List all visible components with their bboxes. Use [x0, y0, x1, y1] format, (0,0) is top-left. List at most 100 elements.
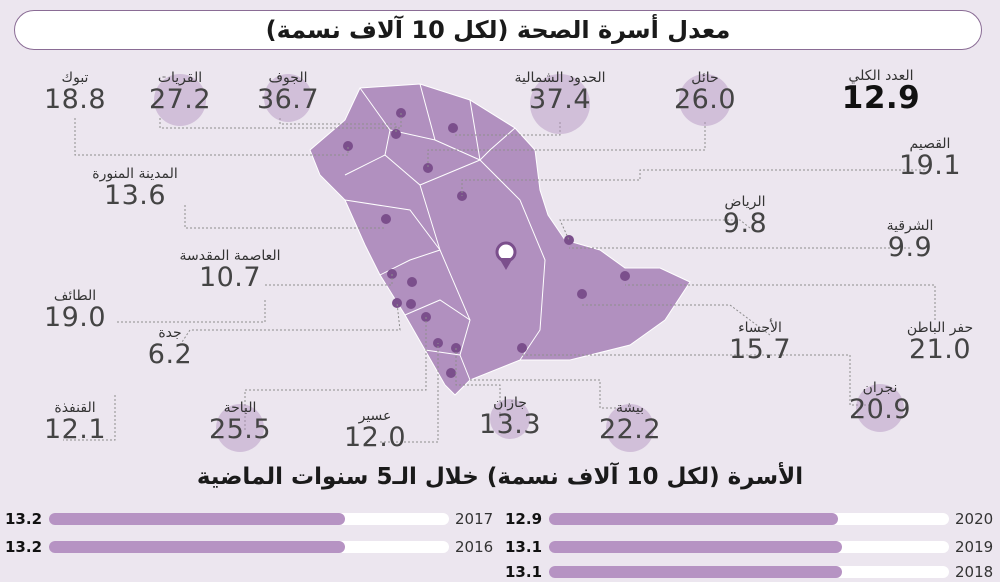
pin-qunfudhah [406, 299, 416, 309]
region-name: جدة [158, 325, 182, 341]
region-value: 18.8 [43, 84, 107, 115]
history-year: 2016 [455, 538, 494, 556]
bubble-bisha [606, 404, 654, 452]
history-fill [49, 541, 345, 553]
region-tabuk: تبوك 18.8 [30, 70, 120, 114]
history-bar-2020: 12.9 2020 [505, 510, 995, 528]
region-value: 19.0 [43, 302, 107, 333]
history-fill [549, 541, 842, 553]
region-hafr-albatin: حفر الباطن 21.0 [880, 320, 1000, 364]
pin-taif [407, 277, 417, 287]
history-bar-2018: 13.1 2018 [505, 563, 995, 581]
bubble-northern-borders [530, 74, 590, 134]
history-bar-2017: 13.2 2017 [5, 510, 495, 528]
region-taif: الطائف 19.0 [30, 288, 120, 332]
region-eastern: الشرقية 9.9 [860, 218, 960, 262]
region-value: 12.1 [43, 414, 107, 445]
region-value: 37.4 [528, 84, 592, 115]
history-year: 2018 [955, 563, 994, 581]
pin-jeddah [392, 298, 402, 308]
region-borders [344, 83, 546, 381]
region-jeddah: جدة 6.2 [125, 325, 215, 369]
region-value: 9.9 [887, 232, 933, 263]
country-shape [309, 83, 691, 396]
region-pins [343, 108, 630, 378]
history-bar-2019: 13.1 2019 [505, 538, 995, 556]
bubble-najran [856, 384, 904, 432]
region-name: الرياض [724, 194, 766, 210]
region-bisha: بيشة 22.2 [575, 400, 685, 444]
region-jouf: الجوف 36.7 [238, 70, 338, 114]
region-name: الأحساء [738, 320, 782, 336]
region-qurayyat: القريات 27.2 [130, 70, 230, 114]
region-name: الشرقية [886, 218, 934, 234]
region-makkah: العاصمة المقدسة 10.7 [155, 248, 305, 292]
region-name: المدينة المنورة [92, 166, 178, 182]
history-value: 13.2 [5, 538, 43, 556]
pin-eastern [564, 235, 574, 245]
history-fill [549, 513, 838, 525]
region-qassim: القصيم 19.1 [880, 136, 980, 180]
region-ahsa: الأحساء 15.7 [705, 320, 815, 364]
pin-hafr [620, 271, 630, 281]
region-name: الباحة [223, 400, 257, 416]
region-asir: عسير 12.0 [320, 408, 430, 452]
history-fill [549, 566, 842, 578]
region-name: تبوك [61, 70, 89, 86]
region-name: بيشة [615, 400, 645, 416]
total-value: 12.9 [841, 80, 921, 116]
region-value: 36.7 [256, 84, 320, 115]
pin-northern-borders [448, 123, 458, 133]
bubble-hail [679, 74, 731, 126]
region-name: العاصمة المقدسة [179, 248, 281, 264]
region-qunfudhah: القنفذة 12.1 [20, 400, 130, 444]
history-bar-2016: 13.2 2016 [5, 538, 495, 556]
pin-jouf [391, 129, 401, 139]
pin-najran [517, 343, 527, 353]
region-value: 9.8 [722, 208, 768, 239]
region-northern-borders: الحدود الشمالية 37.4 [505, 70, 615, 114]
bubble-jazan [490, 399, 530, 439]
region-value: 26.0 [673, 84, 737, 115]
region-name: عسير [358, 408, 392, 424]
history-value: 12.9 [505, 510, 543, 528]
history-title: الأسرة (لكل 10 آلاف نسمة) خلال الـ5 سنوا… [196, 464, 804, 490]
history-value: 13.1 [505, 538, 543, 556]
pin-bisha [446, 368, 456, 378]
region-value: 20.9 [848, 394, 912, 425]
region-value: 27.2 [148, 84, 212, 115]
region-value: 12.0 [343, 422, 407, 453]
pin-hail [423, 163, 433, 173]
region-name: القريات [157, 70, 203, 86]
region-name: حائل [691, 70, 719, 86]
history-value: 13.1 [505, 563, 543, 581]
bubble-baha [216, 404, 264, 452]
region-baha: الباحة 25.5 [185, 400, 295, 444]
region-name: القنفذة [54, 400, 96, 416]
total-label: العدد الكلي 12.9 [826, 68, 936, 116]
total-name: العدد الكلي [848, 68, 914, 84]
region-value: 22.2 [598, 414, 662, 445]
region-value: 25.5 [208, 414, 272, 445]
region-value: 10.7 [198, 262, 262, 293]
region-value: 21.0 [908, 334, 972, 365]
region-jazan: جازان 13.3 [455, 395, 565, 439]
history-year: 2017 [455, 510, 494, 528]
region-name: جازان [493, 395, 527, 411]
pin-ahsa [577, 289, 587, 299]
region-value: 15.7 [728, 334, 792, 365]
region-name: نجران [862, 380, 898, 396]
riyadh-capital-pin [495, 241, 517, 270]
history-year: 2019 [955, 538, 994, 556]
region-name: الجوف [268, 70, 308, 86]
region-value: 13.6 [103, 180, 167, 211]
region-riyadh: الرياض 9.8 [700, 194, 790, 238]
region-value: 13.3 [478, 409, 542, 440]
region-name: القصيم [909, 136, 951, 152]
region-value: 6.2 [147, 339, 193, 370]
leader-lines [63, 113, 936, 443]
region-name: حفر الباطن [906, 320, 974, 336]
region-value: 19.1 [898, 150, 962, 181]
region-name: الحدود الشمالية [514, 70, 606, 86]
